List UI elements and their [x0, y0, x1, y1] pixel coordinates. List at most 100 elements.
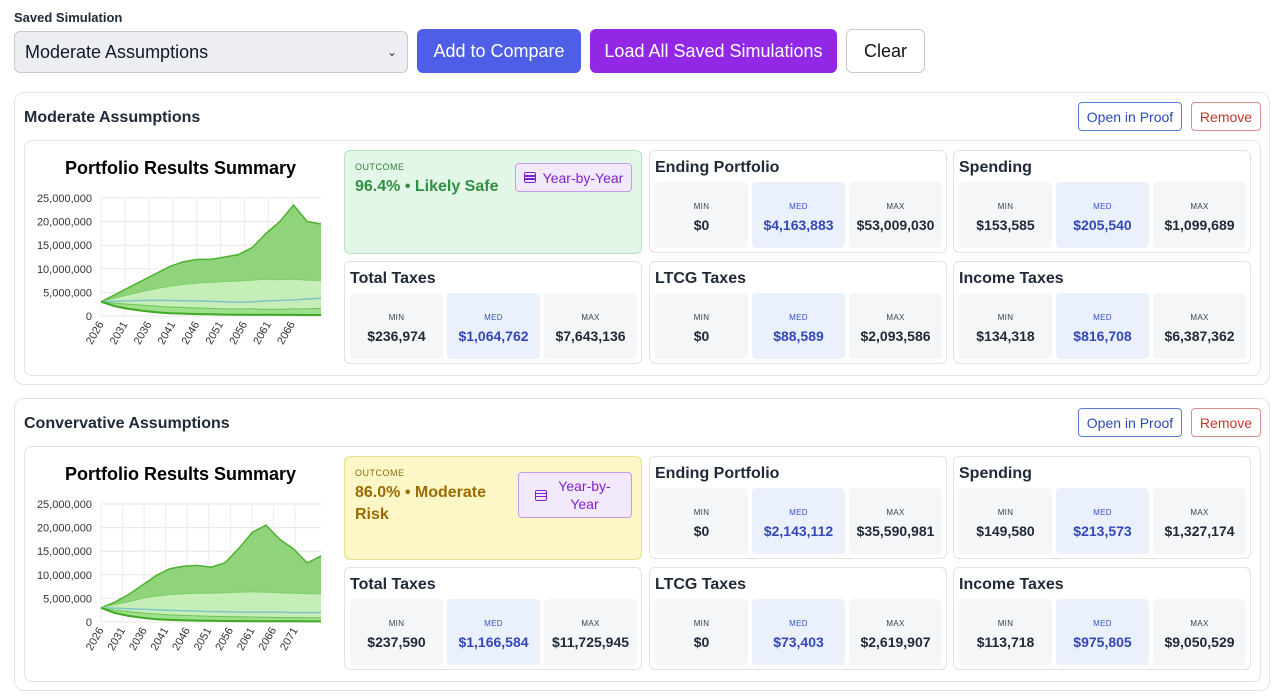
series-p75-line — [100, 278, 322, 303]
stat-max: MAX $2,093,586 — [849, 293, 942, 359]
stat-min-label: MIN — [693, 619, 710, 628]
stat-med-label: MED — [1093, 202, 1112, 211]
stat-min: MIN $0 — [655, 599, 748, 665]
simulation-card: Convervative Assumptions Open in Proof R… — [14, 398, 1270, 691]
y-tick-label: 0 — [86, 311, 92, 323]
outcome-value: 96.4% • Likely Safe — [355, 178, 499, 195]
stat-max-label: MAX — [581, 619, 600, 628]
stat-max-label: MAX — [886, 508, 905, 517]
stat-med: MED $205,540 — [1056, 182, 1149, 248]
stat-min-label: MIN — [693, 313, 710, 322]
stat-med-value: $88,589 — [773, 328, 824, 344]
year-by-year-button[interactable]: Year-by-Year — [515, 163, 632, 192]
select-value: Moderate Assumptions — [25, 41, 209, 62]
y-tick-label: 20,000,000 — [37, 217, 92, 229]
table-icon — [534, 489, 547, 501]
x-tick-label: 2051 — [192, 626, 215, 653]
stat-max-value: $7,643,136 — [555, 328, 626, 344]
stat-title: Total Taxes — [350, 270, 436, 287]
band-p25-p75 — [101, 591, 321, 618]
stat-title: LTCG Taxes — [655, 270, 746, 287]
stat-med-value: $73,403 — [773, 634, 824, 650]
stat-med: MED $816,708 — [1056, 293, 1149, 359]
stat-min-value: $113,718 — [976, 634, 1035, 650]
portfolio-chart: Portfolio Results Summary 25,000,000 20,0… — [25, 141, 343, 375]
stat-min-value: $237,590 — [367, 634, 426, 650]
stat-max: MAX $1,327,174 — [1153, 488, 1246, 554]
open-in-proof-button[interactable]: Open in Proof — [1078, 408, 1182, 437]
stat-max-label: MAX — [581, 313, 600, 322]
series-median-line — [100, 607, 321, 614]
stat-med-label: MED — [789, 313, 808, 322]
stat-title: LTCG Taxes — [655, 576, 746, 593]
stat-med-value: $816,708 — [1073, 328, 1132, 344]
stat-card-total-taxes: Total Taxes MIN $236,974 MED $1,064,762 MA… — [344, 261, 642, 364]
stat-max-value: $11,725,945 — [551, 634, 630, 650]
x-tick-label: 2026 — [84, 320, 107, 347]
stat-med-label: MED — [789, 508, 808, 517]
table-icon — [523, 172, 536, 183]
band-p25-p75 — [101, 279, 321, 310]
stat-med-value: $4,163,883 — [763, 217, 834, 233]
stat-card-spending: Spending MIN $153,585 MED $205,540 MAX $1,0… — [953, 150, 1251, 253]
stat-med-label: MED — [789, 619, 808, 628]
stat-max: MAX $11,725,945 — [544, 599, 637, 665]
y-tick-label: 25,000,000 — [37, 499, 92, 511]
stat-max-label: MAX — [886, 202, 905, 211]
chevron-down-icon: ⌄ — [386, 45, 397, 59]
stat-min: MIN $0 — [655, 293, 748, 359]
x-tick-label: 2046 — [170, 626, 193, 653]
stat-max-label: MAX — [1190, 313, 1209, 322]
series-p75-line — [100, 591, 321, 609]
series-p10-line — [100, 606, 321, 623]
x-tick-label: 2026 — [84, 626, 107, 653]
stat-med-value: $975,805 — [1073, 634, 1132, 650]
x-tick-label: 2036 — [132, 320, 155, 347]
stat-med-value: $1,064,762 — [458, 328, 529, 344]
year-by-year-label: Year-by-Year — [558, 478, 611, 512]
series-median-line — [100, 297, 322, 304]
stat-max: MAX $7,643,136 — [544, 293, 637, 359]
stat-min-label: MIN — [997, 619, 1014, 628]
add-to-compare-button[interactable]: Add to Compare — [417, 29, 581, 73]
stat-card-ltcg-taxes: LTCG Taxes MIN $0 MED $88,589 MAX $2,093,58… — [649, 261, 947, 364]
series-p25-line — [100, 607, 321, 619]
y-tick-label: 25,000,000 — [37, 193, 92, 205]
stat-title: Total Taxes — [350, 576, 436, 593]
load-all-saved-button[interactable]: Load All Saved Simulations — [590, 29, 837, 73]
stat-min-value: $0 — [693, 217, 710, 233]
series-p10-line — [100, 300, 321, 316]
stat-med-label: MED — [789, 202, 808, 211]
x-tick-label: 2071 — [278, 626, 301, 653]
clear-button[interactable]: Clear — [846, 29, 925, 73]
x-tick-label: 2041 — [149, 626, 172, 653]
stat-min-value: $0 — [693, 523, 710, 539]
stat-max: MAX $1,099,689 — [1153, 182, 1246, 248]
saved-simulation-select[interactable]: Moderate Assumptions ⌄ — [14, 31, 408, 73]
stat-min: MIN $113,718 — [959, 599, 1052, 665]
remove-button[interactable]: Remove — [1191, 408, 1261, 437]
stat-title: Spending — [959, 465, 1032, 482]
x-tick-label: 2051 — [204, 320, 227, 347]
stat-med-value: $213,573 — [1073, 523, 1132, 539]
stat-card-ending-portfolio: Ending Portfolio MIN $0 MED $4,163,883 MAX… — [649, 150, 947, 253]
stat-min: MIN $134,318 — [959, 293, 1052, 359]
stat-max: MAX $6,387,362 — [1153, 293, 1246, 359]
open-in-proof-button[interactable]: Open in Proof — [1078, 102, 1182, 131]
stat-med: MED $2,143,112 — [752, 488, 845, 554]
remove-button[interactable]: Remove — [1191, 102, 1261, 131]
stat-max-value: $2,093,586 — [860, 328, 931, 344]
stat-max-value: $35,590,981 — [856, 523, 935, 539]
simulation-card: Moderate Assumptions Open in Proof Remov… — [14, 92, 1270, 385]
stat-card-ltcg-taxes: LTCG Taxes MIN $0 MED $73,403 MAX $2,619,90… — [649, 567, 947, 670]
simulation-title: Moderate Assumptions — [24, 109, 201, 126]
stat-min-label: MIN — [388, 619, 405, 628]
saved-simulation-label: Saved Simulation — [14, 10, 123, 25]
year-by-year-button[interactable]: Year-by-Year — [518, 472, 632, 518]
band-p75-p90 — [101, 525, 321, 608]
stat-med-value: $205,540 — [1073, 217, 1132, 233]
stat-med: MED $1,064,762 — [447, 293, 540, 359]
stat-min: MIN $236,974 — [350, 293, 443, 359]
stat-card-ending-portfolio: Ending Portfolio MIN $0 MED $2,143,112 MAX… — [649, 456, 947, 559]
stat-min-value: $0 — [693, 634, 710, 650]
